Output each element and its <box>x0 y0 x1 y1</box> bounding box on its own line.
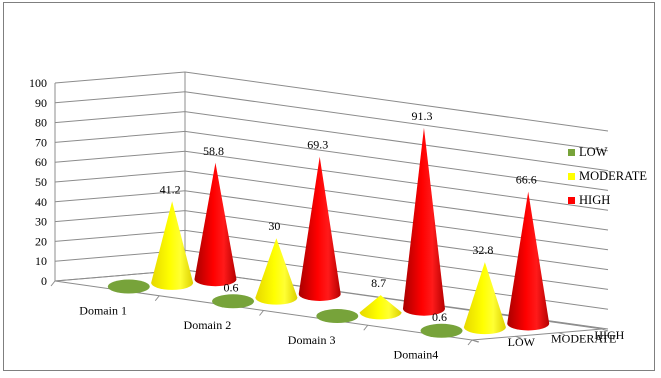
cone-base <box>212 294 255 309</box>
data-label: 0.6 <box>432 310 447 324</box>
legend-swatch <box>568 149 575 156</box>
x-tick <box>259 310 264 316</box>
x-tick <box>50 280 56 287</box>
z-tick <box>471 339 479 343</box>
y-tick-label: 20 <box>35 234 47 248</box>
cone-body <box>255 238 298 305</box>
data-label: 58.8 <box>203 144 224 158</box>
data-label: 0.6 <box>224 280 239 294</box>
z-tick <box>601 328 609 332</box>
y-tick-label: 100 <box>29 76 47 90</box>
legend-label: HIGH <box>579 193 610 207</box>
z-tick <box>515 335 522 339</box>
cone-body <box>194 162 237 287</box>
cone-base <box>107 279 150 294</box>
x-tick-label: Domain 2 <box>184 318 232 332</box>
legend-swatch <box>568 197 575 204</box>
legend-label: LOW <box>579 145 608 159</box>
cone-high <box>402 127 445 316</box>
cone-body <box>402 127 445 316</box>
y-tick-label: 60 <box>35 155 47 169</box>
cone-body <box>463 262 506 335</box>
cone-low <box>212 294 255 309</box>
x-tick-label: Domain 1 <box>79 303 127 317</box>
z-tick <box>558 332 565 336</box>
y-tick-label: 10 <box>35 254 47 268</box>
legend-swatch <box>568 173 575 180</box>
data-label: 30 <box>268 219 280 233</box>
data-label: 66.6 <box>516 173 537 187</box>
gridline <box>54 111 609 172</box>
y-tick-label: 50 <box>35 175 47 189</box>
y-tick-label: 90 <box>35 96 47 110</box>
data-label: 32.8 <box>472 243 493 257</box>
x-tick <box>154 295 160 302</box>
cone-body <box>359 295 402 320</box>
gridline <box>54 91 609 152</box>
cone-body <box>151 201 194 290</box>
cone-moderate <box>151 201 194 290</box>
cone-moderate <box>255 238 298 305</box>
cone-high <box>298 156 341 301</box>
y-tick-label: 70 <box>35 135 47 149</box>
cone-base <box>316 309 359 324</box>
data-label: 69.3 <box>307 138 328 152</box>
x-tick-label: Domain 3 <box>288 333 336 347</box>
data-label: 41.2 <box>160 182 181 196</box>
x-tick <box>363 324 369 331</box>
cone-moderate <box>463 262 506 335</box>
gridline <box>54 71 609 132</box>
cone-body <box>298 156 341 301</box>
y-tick-label: 80 <box>35 116 47 130</box>
z-tick-label: MODERATE <box>551 332 616 346</box>
z-tick-label: HIGH <box>594 328 624 342</box>
y-tick-label: 30 <box>35 215 47 229</box>
cone-moderate <box>359 295 402 320</box>
x-tick-label: Domain4 <box>394 348 439 362</box>
cone-body <box>507 191 550 331</box>
cone-high <box>194 162 237 287</box>
z-tick-label: LOW <box>508 335 536 349</box>
data-label: 8.7 <box>371 276 386 290</box>
x-tick <box>467 339 473 346</box>
data-label: 91.3 <box>411 109 432 123</box>
cone-low <box>107 279 150 294</box>
y-tick-label: 0 <box>41 274 47 288</box>
legend-label: MODERATE <box>579 169 647 183</box>
cone-high <box>507 191 550 331</box>
cone-low <box>316 309 359 324</box>
cone-base <box>420 323 463 338</box>
y-tick-label: 40 <box>35 195 47 209</box>
cone-low <box>420 323 463 338</box>
